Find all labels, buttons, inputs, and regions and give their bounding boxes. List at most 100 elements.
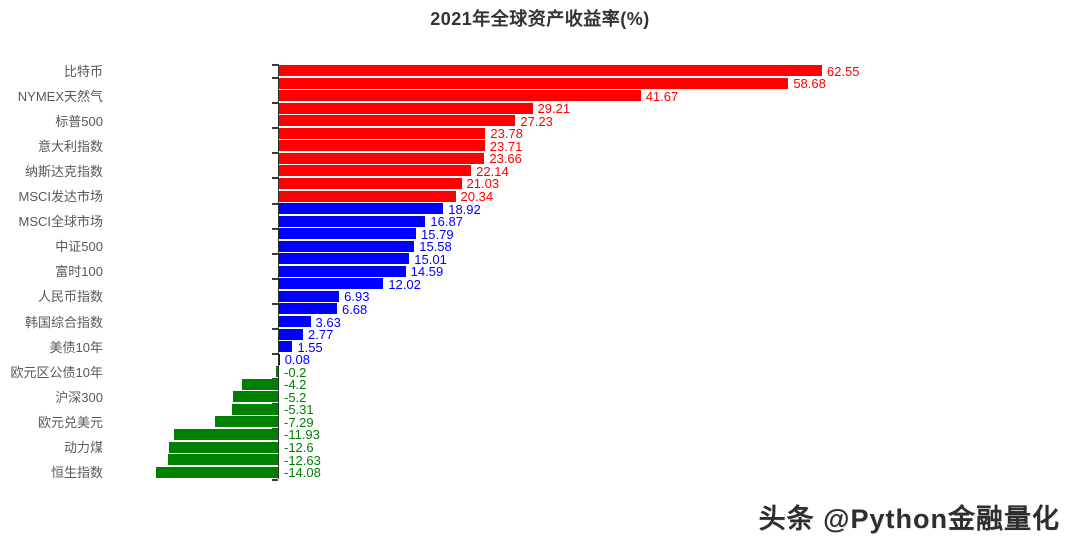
bar-value-label: -12.6 [284, 440, 314, 455]
y-axis-line [278, 64, 279, 479]
bar-unlabeled-9 [279, 177, 462, 189]
bar-动力煤 [168, 441, 278, 453]
bar-韩国综合指数 [279, 316, 311, 327]
bar-value-label: 62.55 [826, 63, 860, 79]
bar-value-label: 27.23 [520, 113, 553, 129]
bar-欧元兑美元 [214, 416, 278, 428]
bar-unlabeled-11 [279, 203, 444, 215]
bar-unlabeled-13 [279, 228, 417, 240]
bar-value-label: 15.79 [421, 226, 454, 242]
bar-value-label: -12.63 [284, 452, 321, 468]
bar-unlabeled-17 [279, 278, 384, 290]
bar-unlabeled-1 [279, 77, 789, 89]
y-axis-label: 欧元兑美元 [37, 414, 103, 430]
y-axis-label: NYMEX天然气 [17, 88, 103, 104]
y-axis-label: 人民币指数 [37, 289, 103, 305]
bar-unlabeled-25 [241, 378, 278, 390]
y-axis-tick [272, 177, 278, 180]
bar-unlabeled-7 [279, 152, 485, 164]
bar-value-label: 16.87 [430, 214, 463, 230]
bar-value-label: 3.63 [315, 314, 341, 330]
y-axis-tick [272, 202, 278, 205]
bar-value-label: -4.2 [284, 377, 307, 393]
y-axis-label: 美债10年 [49, 339, 103, 355]
bar-value-label: 2.77 [308, 327, 334, 343]
bar-unlabeled-21 [279, 328, 304, 340]
bar-value-label: 14.59 [410, 264, 444, 280]
bar-中证500 [279, 240, 415, 252]
y-axis-tick [272, 77, 278, 79]
bar-unlabeled-5 [279, 127, 486, 139]
bar-富时100 [279, 265, 406, 277]
y-axis-label: 沪深300 [55, 389, 103, 405]
y-axis-label: 比特币 [63, 63, 103, 79]
bar-value-label: 41.67 [645, 88, 679, 104]
bar-value-label: 23.71 [489, 138, 523, 154]
bar-unlabeled-31 [168, 454, 278, 466]
bar-标普500 [279, 115, 516, 127]
bar-value-label: -5.2 [284, 389, 307, 405]
bar-人民币指数 [279, 290, 340, 302]
bar-纳斯达克指数 [279, 165, 472, 177]
y-axis-label: 中证500 [55, 239, 103, 255]
y-axis-tick [272, 152, 278, 155]
y-axis-tick [272, 102, 278, 105]
bar-value-label: 15.58 [419, 239, 452, 255]
bar-value-label: -11.93 [284, 427, 320, 443]
bar-value-label: 18.92 [448, 201, 481, 217]
bar-value-label: 20.34 [460, 189, 494, 204]
bar-value-label: -7.29 [284, 414, 314, 430]
bar-比特币 [279, 65, 822, 76]
bar-unlabeled-3 [279, 102, 533, 114]
bar-意大利指数 [279, 140, 485, 152]
bar-MSCI发达市场 [279, 190, 456, 202]
y-axis-tick [272, 302, 278, 305]
y-axis-tick [272, 127, 278, 130]
bar-value-label: 6.93 [344, 289, 370, 305]
bar-value-label: 58.68 [793, 76, 826, 92]
y-axis-label: 欧元区公债10年 [10, 364, 103, 380]
y-axis-tick [272, 277, 278, 280]
y-axis-tick [272, 353, 278, 356]
bar-value-label: 15.01 [414, 251, 447, 267]
bar-欧元区公债10年 [276, 366, 278, 378]
chart-title: 2021年全球资产收益率(%) [430, 9, 650, 29]
bar-value-label: -0.2 [284, 364, 307, 380]
y-axis-label: MSCI全球市场 [18, 214, 103, 230]
y-axis-label: 意大利指数 [37, 138, 103, 154]
bar-unlabeled-27 [231, 403, 278, 415]
bar-value-label: -5.31 [284, 402, 314, 418]
bar-美债10年 [279, 341, 293, 353]
bar-恒生指数 [155, 466, 278, 478]
bar-unlabeled-29 [174, 428, 278, 440]
y-axis-tick [272, 227, 278, 230]
bar-value-label: 0.08 [284, 352, 310, 368]
bar-value-label: 23.66 [489, 151, 522, 167]
bar-value-label: 6.68 [341, 301, 368, 317]
y-axis-tick [272, 64, 278, 66]
watermark: 头条 @Python金融量化 [758, 504, 1060, 534]
y-axis-label: 标普500 [55, 113, 103, 129]
y-axis-tick [272, 478, 278, 481]
bar-value-label: 23.78 [490, 126, 523, 142]
bar-unlabeled-15 [279, 253, 410, 265]
bar-unlabeled-19 [279, 303, 337, 315]
bar-value-label: -14.08 [284, 465, 321, 481]
bar-unlabeled-23 [279, 353, 280, 365]
bar-value-label: 29.21 [537, 101, 571, 117]
y-axis-label: 恒生指数 [50, 465, 103, 481]
bar-value-label: 21.03 [466, 176, 500, 192]
y-axis-tick [272, 252, 278, 255]
y-axis-label: MSCI发达市场 [18, 189, 103, 204]
bar-value-label: 12.02 [388, 276, 421, 292]
y-axis-label: 富时100 [55, 264, 103, 280]
bar-value-label: 1.55 [297, 339, 323, 355]
bar-NYMEX天然气 [279, 90, 641, 102]
bar-MSCI全球市场 [279, 215, 426, 227]
y-axis-label: 韩国综合指数 [24, 314, 103, 330]
bar-沪深300 [232, 391, 278, 403]
bar-value-label: 22.14 [476, 163, 509, 179]
y-axis-label: 动力煤 [63, 440, 103, 455]
